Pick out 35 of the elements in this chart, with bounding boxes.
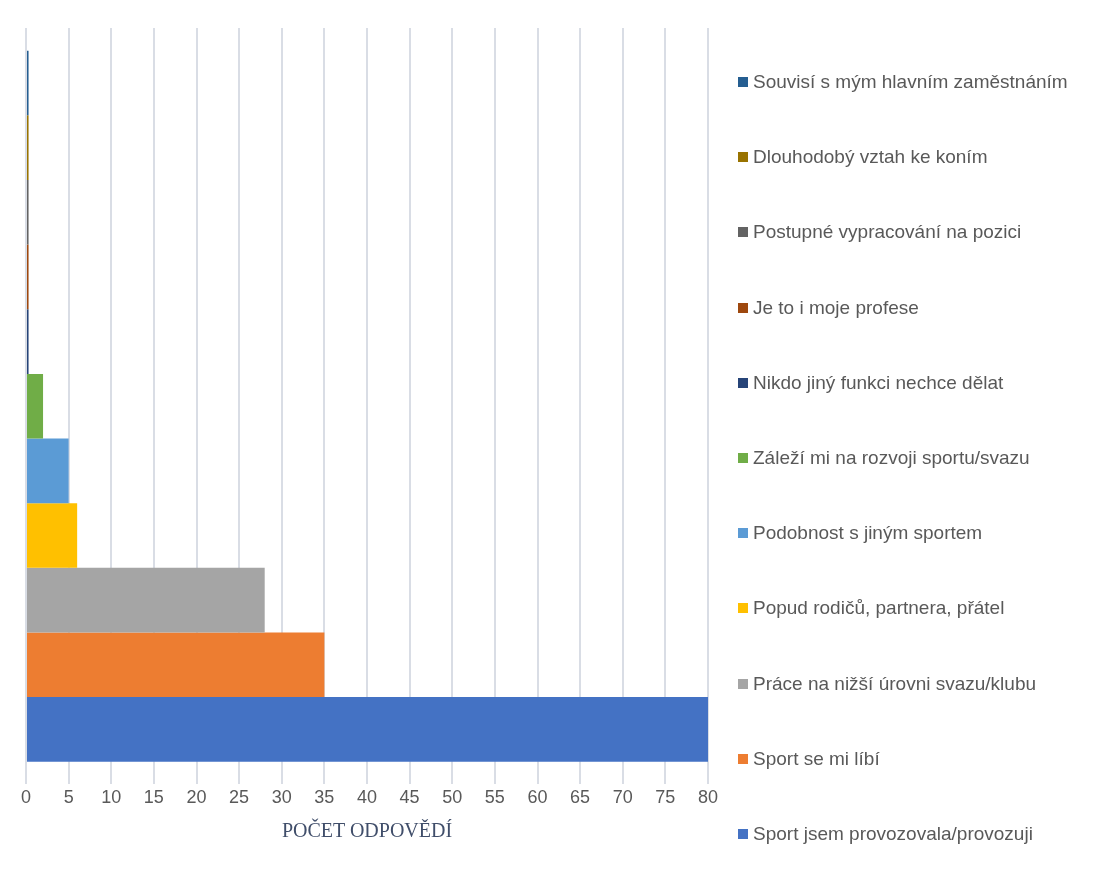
legend-label: Popud rodičů, partnera, přátel: [753, 596, 1005, 621]
bar: [27, 503, 78, 568]
x-axis-title: POČET ODPOVĚDÍ: [281, 818, 453, 842]
bar: [27, 632, 325, 698]
x-tick-label: 10: [101, 787, 122, 808]
legend-label: Nikdo jiný funkci nechce dělat: [753, 370, 1004, 395]
bar: [27, 567, 265, 633]
x-tick-label: 40: [356, 787, 378, 808]
x-tick-label: 30: [271, 787, 292, 808]
legend-label: Postupné vypracování na pozici: [753, 220, 1022, 245]
x-tick-label: 60: [527, 787, 548, 808]
x-tick-label: 45: [399, 787, 420, 808]
x-tick-label: 0: [20, 787, 32, 808]
legend-label: Sport se mi líbí: [753, 746, 880, 771]
x-tick-label: 25: [229, 787, 250, 808]
x-tick-label: 55: [484, 787, 505, 808]
x-tick-label: 50: [442, 787, 463, 808]
x-tick-label: 15: [143, 787, 164, 808]
bar: [27, 697, 708, 762]
bar: [27, 438, 69, 504]
x-tick-label: 20: [186, 787, 207, 808]
legend-label: Sport jsem provozovala/provozuji: [753, 821, 1033, 846]
x-tick-label: 5: [63, 787, 74, 808]
legend-label: Záleží mi na rozvoji sportu/svazu: [753, 445, 1030, 470]
x-tick-label: 80: [697, 787, 719, 808]
x-tick-label: 35: [314, 787, 335, 808]
x-tick-label: 75: [655, 787, 676, 808]
legend-label: Dlouhodobý vztah ke koním: [753, 145, 988, 170]
legend-label: Souvisí s mým hlavním zaměstnáním: [753, 70, 1068, 94]
x-tick-label: 65: [570, 787, 591, 808]
legend-label: Podobnost s jiným sportem: [753, 521, 983, 546]
bar: [27, 373, 44, 439]
x-tick-label: 70: [612, 787, 633, 808]
legend-label: Je to i moje profese: [753, 295, 919, 320]
legend-label: Práce na nižší úrovni svazu/klubu: [753, 671, 1037, 696]
